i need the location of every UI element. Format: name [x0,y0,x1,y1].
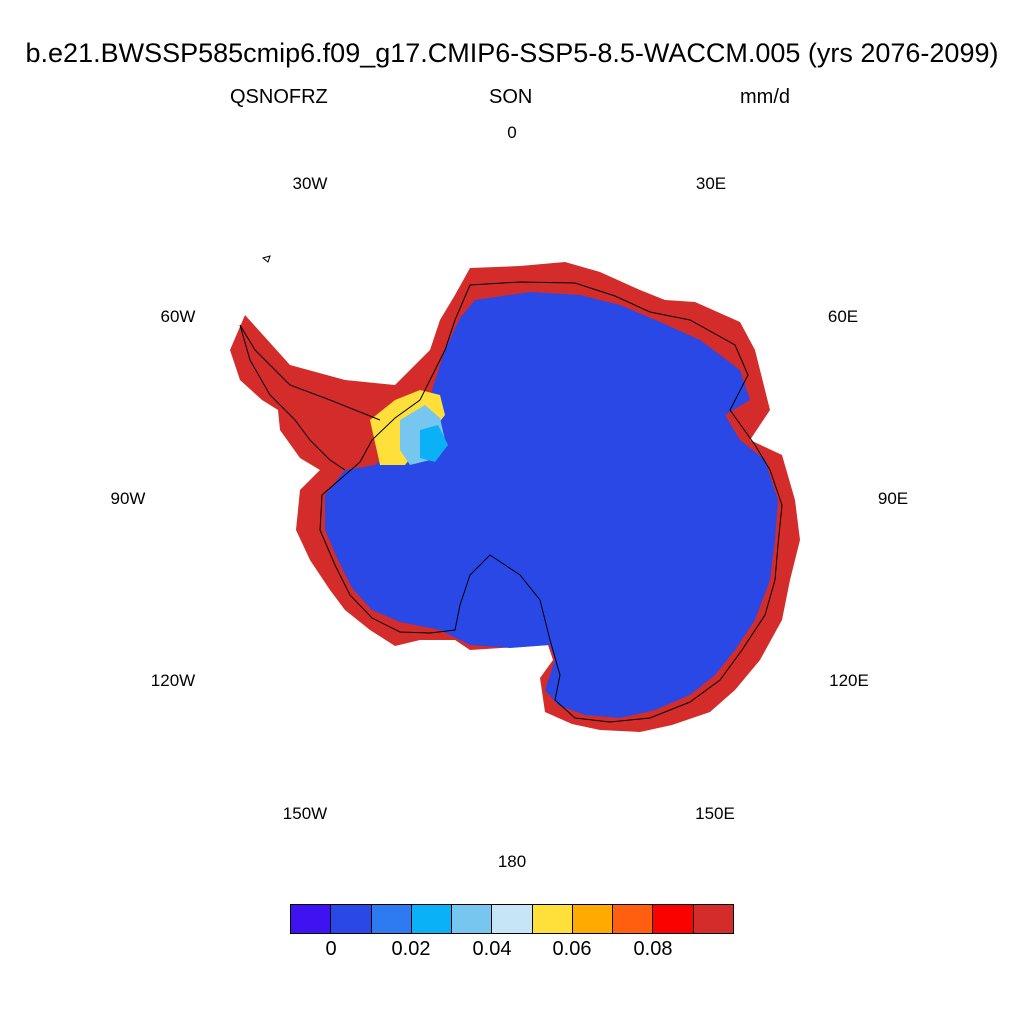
colorbar-swatch-2 [371,905,412,933]
lon-label-150e: 150E [695,804,735,823]
colorbar-label-0: 0 [325,938,337,960]
island-outline [261,255,271,263]
lon-label-60e: 60E [827,307,859,326]
colorbar-swatch-0 [291,905,332,933]
lon-label-180: 180 [497,852,527,871]
variable-label: QSNOFRZ [230,86,328,108]
lon-label-150w: 150W [282,804,328,823]
units-label: mm/d [740,86,790,108]
lon-label-30e: 30E [695,174,727,193]
lon-label-60w: 60W [160,307,196,326]
colorbar-swatch-4 [452,905,493,933]
map-title: b.e21.BWSSP585cmip6.f09_g17.CMIP6-SSP5-8… [25,38,999,68]
lon-label-120w: 120W [150,671,196,690]
colorbar-swatch-9 [653,905,694,933]
lon-label-30w: 30W [292,174,328,193]
colorbar-swatch-5 [492,905,533,933]
colorbar-label-3: 0.06 [552,938,592,960]
coastline [319,281,783,723]
colorbar-swatch-8 [613,905,654,933]
colorbar-label-2: 0.04 [472,938,512,960]
season-label: SON [489,86,533,108]
peninsula-coastline [239,324,381,471]
lon-label-120e: 120E [829,671,869,690]
colorbar-label-1: 0.02 [391,938,431,960]
colorbar-swatch-7 [572,905,614,933]
colorbar-swatch-10 [693,905,733,933]
lon-label-90w: 90W [110,489,146,508]
lon-label-90e: 90E [877,489,909,508]
colorbar [290,904,734,934]
lon-label-0: 0 [507,123,517,142]
peninsula-cyan-zone [420,425,448,462]
colorbar-swatch-6 [532,905,573,933]
colorbar-swatch-1 [331,905,372,933]
colorbar-swatch-3 [411,905,453,933]
colorbar-label-4: 0.08 [633,938,673,960]
